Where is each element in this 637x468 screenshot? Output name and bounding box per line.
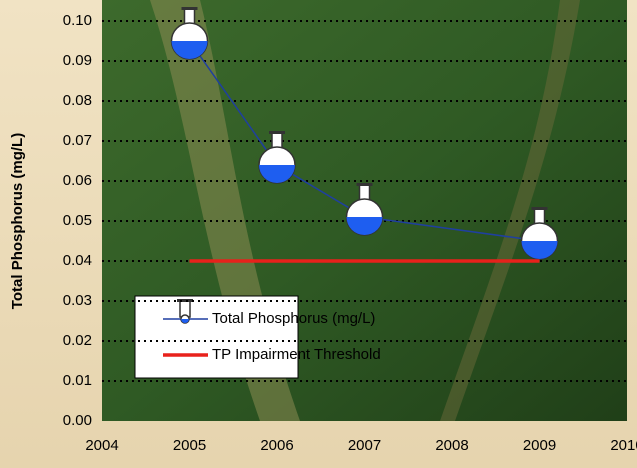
y-tick-label: 0.07 <box>63 132 92 149</box>
flask-lip <box>269 131 285 134</box>
data-point <box>520 207 559 260</box>
data-point <box>345 183 384 236</box>
flask-liquid <box>171 41 208 60</box>
series-line <box>188 40 540 242</box>
x-tick-label: 2010 <box>610 437 637 454</box>
flask-lip <box>356 183 373 186</box>
flask-lip <box>531 207 548 210</box>
flask-liquid <box>521 241 558 259</box>
flask-liquid <box>181 319 189 323</box>
y-tick-label: 0.02 <box>63 332 92 349</box>
y-tick-label: 0.08 <box>63 92 92 109</box>
y-tick-label: 0.03 <box>63 292 92 309</box>
y-axis-title: Total Phosphorus (mg/L) <box>9 133 26 309</box>
x-tick-label: 2009 <box>523 437 556 454</box>
y-tick-label: 0.10 <box>63 12 92 29</box>
x-tick-label: 2008 <box>435 437 468 454</box>
legend-box <box>134 295 299 379</box>
legend-label: TP Impairment Threshold <box>212 346 381 363</box>
flask-lip <box>177 299 193 302</box>
data-point <box>170 7 209 60</box>
data-point <box>258 131 296 184</box>
flask-lip <box>181 7 198 10</box>
flask-liquid <box>346 217 383 235</box>
plant-stem <box>440 0 580 421</box>
x-tick-label: 2005 <box>173 437 206 454</box>
y-tick-label: 0.04 <box>63 252 92 269</box>
y-tick-label: 0.06 <box>63 172 92 189</box>
legend: Total Phosphorus (mg/L) TP Impairment Thr… <box>134 295 381 379</box>
legend-label: Total Phosphorus (mg/L) <box>212 310 375 327</box>
x-tick-label: 2006 <box>260 437 293 454</box>
y-tick-label: 0.05 <box>63 212 92 229</box>
x-tick-label: 2004 <box>85 437 118 454</box>
y-tick-label: 0.09 <box>63 52 92 69</box>
flask-liquid <box>259 165 295 183</box>
y-tick-label: 0.01 <box>63 372 92 389</box>
y-tick-label: 0.00 <box>63 412 92 429</box>
x-tick-label: 2007 <box>348 437 381 454</box>
legend-marker <box>177 299 193 324</box>
